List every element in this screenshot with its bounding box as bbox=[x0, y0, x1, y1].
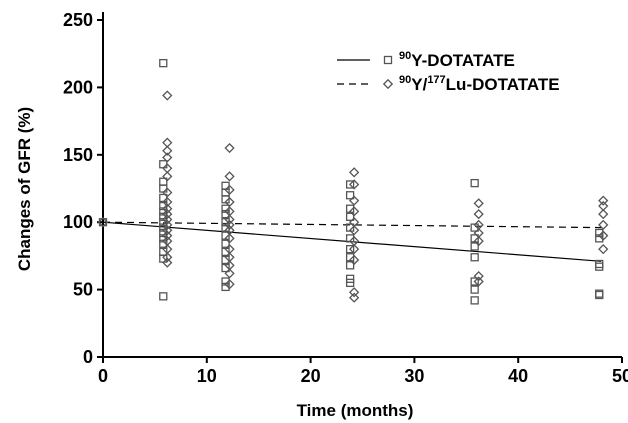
diamond-marker-series-2 bbox=[349, 206, 360, 217]
diamond-marker-series-2 bbox=[224, 279, 235, 290]
diamond-marker-series-2 bbox=[162, 219, 173, 231]
square-marker-series-1 bbox=[221, 181, 230, 190]
y-tick-label: 150 bbox=[63, 145, 93, 165]
diamond-marker-series-2 bbox=[224, 214, 235, 225]
diamond-marker-series-2 bbox=[598, 244, 609, 255]
y-tick-label: 50 bbox=[73, 280, 93, 300]
diamond-marker-series-2 bbox=[473, 208, 484, 220]
x-tick-label: 20 bbox=[301, 366, 321, 386]
square-marker-series-1 bbox=[345, 191, 355, 200]
diamond-marker-series-2 bbox=[473, 235, 484, 247]
x-tick-label: 40 bbox=[508, 366, 528, 386]
diamond-marker-series-2 bbox=[349, 195, 360, 206]
legend-label-series-1: 90Y-DOTATATE bbox=[399, 50, 515, 70]
diamond-marker-series-2 bbox=[162, 257, 173, 268]
square-marker-series-1 bbox=[159, 58, 168, 68]
axes-layer: 0 10 20 30 40 50 0 50 100 150 200 250 bbox=[63, 10, 628, 386]
diamond-marker-series-2 bbox=[598, 219, 609, 231]
square-marker-series-1 bbox=[470, 253, 479, 262]
y-axis-title: Changes of GFR (%) bbox=[15, 107, 34, 271]
square-marker-series-1 bbox=[345, 212, 355, 221]
square-marker-series-1 bbox=[470, 296, 479, 305]
square-marker-series-1 bbox=[470, 277, 479, 286]
diamond-marker-series-2 bbox=[162, 90, 173, 101]
legend-diamond-marker bbox=[382, 78, 394, 90]
square-marker-series-1 bbox=[595, 262, 604, 271]
y-tick-label: 0 bbox=[83, 347, 93, 367]
diamond-marker-series-2 bbox=[349, 167, 360, 178]
x-tick-label: 0 bbox=[98, 366, 108, 386]
diamond-marker-series-2 bbox=[224, 142, 235, 154]
diamond-marker-series-2 bbox=[162, 145, 173, 156]
legend-label-text: Y-DOTATATE bbox=[411, 51, 515, 70]
square-marker-series-1 bbox=[159, 292, 168, 301]
diamond-marker-series-2 bbox=[349, 225, 360, 236]
diamond-marker-series-2 bbox=[349, 292, 360, 303]
square-marker-series-1 bbox=[345, 261, 355, 270]
diamond-marker-series-2 bbox=[162, 137, 173, 148]
diamond-marker-series-2 bbox=[162, 214, 173, 225]
x-tick-label: 50 bbox=[612, 366, 628, 386]
diamond-marker-series-2 bbox=[598, 230, 609, 241]
diamond-marker-series-2 bbox=[162, 171, 173, 182]
x-tick-label: 10 bbox=[197, 366, 217, 386]
data-points-layer bbox=[97, 58, 609, 305]
square-marker-series-1 bbox=[159, 160, 168, 169]
y-tick-label: 200 bbox=[63, 77, 93, 97]
diamond-marker-series-2 bbox=[162, 230, 173, 241]
diamond-marker-series-2 bbox=[473, 276, 484, 287]
legend-isotope-superscript: 90 bbox=[399, 74, 411, 86]
diamond-marker-series-2 bbox=[349, 244, 360, 255]
square-marker-series-1 bbox=[595, 290, 604, 300]
legend-label-text: Y/ bbox=[411, 75, 427, 94]
x-tick-label: 30 bbox=[404, 366, 424, 386]
y-tick-label: 250 bbox=[63, 10, 93, 30]
diamond-marker-series-2 bbox=[162, 225, 173, 236]
square-marker-series-1 bbox=[470, 178, 479, 188]
diamond-marker-series-2 bbox=[224, 184, 235, 195]
diamond-marker-series-2 bbox=[97, 217, 109, 228]
diamond-marker-series-2 bbox=[162, 152, 173, 163]
diamond-marker-series-2 bbox=[473, 271, 484, 282]
legend-square-marker bbox=[383, 55, 393, 65]
legend-isotope-superscript: 177 bbox=[427, 74, 445, 86]
diamond-marker-series-2 bbox=[349, 179, 360, 190]
diamond-marker-series-2 bbox=[224, 196, 235, 208]
legend-label-series-2: 90Y/177Lu-DOTATATE bbox=[399, 74, 560, 94]
square-marker-series-1 bbox=[345, 180, 355, 189]
square-marker-series-1 bbox=[470, 242, 479, 251]
square-marker-series-1 bbox=[470, 285, 479, 294]
diamond-marker-series-2 bbox=[598, 195, 609, 206]
diamond-marker-series-2 bbox=[224, 219, 235, 231]
diamond-marker-series-2 bbox=[598, 200, 609, 212]
square-marker-series-1 bbox=[159, 184, 168, 193]
legend-isotope-superscript: 90 bbox=[399, 50, 411, 62]
diamond-marker-series-2 bbox=[162, 208, 173, 220]
x-axis-title: Time (months) bbox=[297, 401, 414, 420]
diamond-marker-series-2 bbox=[162, 203, 173, 214]
diamond-marker-series-2 bbox=[473, 198, 484, 209]
diamond-marker-series-2 bbox=[162, 196, 173, 208]
diamond-marker-series-2 bbox=[598, 208, 609, 220]
diamond-marker-series-2 bbox=[224, 268, 235, 279]
square-marker-series-1 bbox=[221, 239, 230, 248]
y-tick-label: 100 bbox=[63, 212, 93, 232]
square-marker-series-1 bbox=[345, 245, 355, 254]
diamond-marker-series-2 bbox=[162, 252, 173, 263]
diamond-marker-series-2 bbox=[349, 287, 360, 298]
diamond-marker-series-2 bbox=[224, 171, 235, 182]
diamond-marker-series-2 bbox=[349, 254, 360, 266]
diamond-marker-series-2 bbox=[162, 187, 173, 198]
square-marker-series-1 bbox=[345, 278, 355, 288]
diamond-marker-series-2 bbox=[224, 233, 235, 244]
legend-label-text: Lu-DOTATATE bbox=[446, 75, 560, 94]
